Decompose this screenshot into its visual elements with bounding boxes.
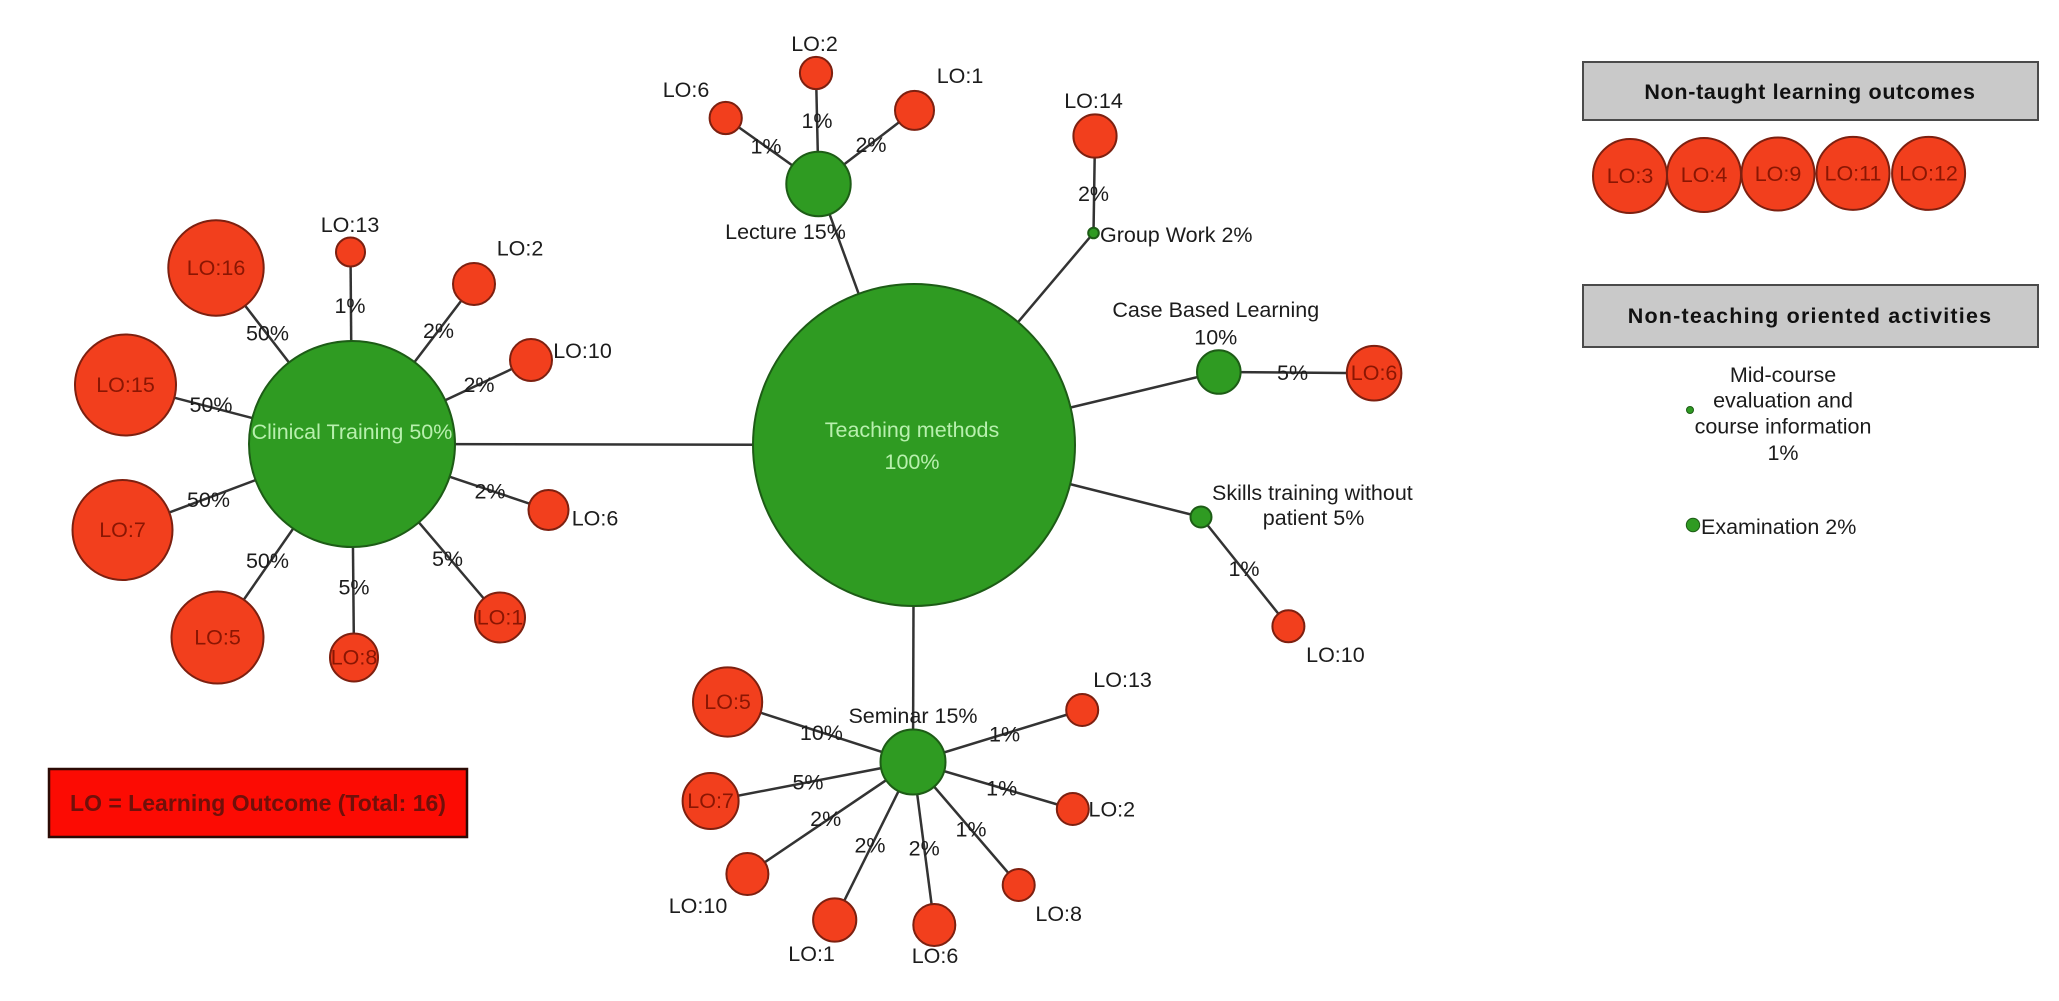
svg-text:LO:2: LO:2 [1088,798,1135,822]
svg-text:LO:6: LO:6 [663,78,710,102]
svg-text:LO:7: LO:7 [687,789,734,813]
svg-text:1%: 1% [986,777,1017,801]
svg-text:LO = Learning Outcome (Total:: LO = Learning Outcome (Total: 16) [70,790,446,816]
svg-text:LO:7: LO:7 [99,518,146,542]
svg-text:LO:5: LO:5 [194,626,241,650]
svg-text:LO:10: LO:10 [1306,643,1365,667]
svg-text:2%: 2% [909,837,940,861]
svg-text:2%: 2% [854,834,885,858]
svg-text:LO:9: LO:9 [1755,162,1802,186]
svg-text:Non-taught learning outcomes: Non-taught learning outcomes [1644,80,1975,104]
svg-text:Clinical Training 50%: Clinical Training 50% [252,420,453,444]
svg-text:1%: 1% [1767,441,1798,465]
svg-text:LO:13: LO:13 [1093,668,1152,692]
svg-text:Seminar 15%: Seminar 15% [848,704,977,728]
svg-text:Lecture 15%: Lecture 15% [725,220,846,244]
svg-text:LO:2: LO:2 [497,237,544,261]
svg-text:2%: 2% [1078,182,1109,206]
svg-text:LO:1: LO:1 [788,942,835,966]
svg-text:2%: 2% [810,807,841,831]
svg-text:2%: 2% [423,319,454,343]
svg-text:50%: 50% [189,393,232,417]
svg-text:Skills training without: Skills training without [1212,481,1413,505]
svg-text:100%: 100% [885,450,940,474]
svg-text:1%: 1% [334,294,365,318]
svg-text:50%: 50% [246,322,289,346]
svg-text:LO:15: LO:15 [96,373,155,397]
svg-text:LO:11: LO:11 [1825,161,1882,185]
svg-text:Examination 2%: Examination 2% [1701,515,1856,539]
svg-text:1%: 1% [1228,557,1259,581]
svg-text:patient 5%: patient 5% [1263,506,1365,530]
svg-text:1%: 1% [750,135,781,159]
svg-text:1%: 1% [955,817,986,841]
svg-text:LO:8: LO:8 [1035,902,1082,926]
svg-text:Case Based Learning: Case Based Learning [1112,298,1319,322]
svg-text:2%: 2% [463,373,494,397]
svg-text:LO:5: LO:5 [704,690,751,714]
svg-text:LO:16: LO:16 [187,256,246,280]
svg-text:5%: 5% [792,771,823,795]
svg-text:10%: 10% [800,721,843,745]
svg-text:LO:1: LO:1 [477,606,524,630]
svg-text:1%: 1% [989,723,1020,747]
svg-text:LO:8: LO:8 [331,646,378,670]
svg-text:5%: 5% [338,576,369,600]
svg-text:Group Work 2%: Group Work 2% [1100,223,1253,247]
svg-text:LO:1: LO:1 [937,64,984,88]
svg-text:1%: 1% [801,109,832,133]
svg-text:LO:2: LO:2 [791,32,838,56]
svg-text:evaluation and: evaluation and [1713,389,1853,413]
svg-text:LO:10: LO:10 [669,894,728,918]
svg-text:50%: 50% [246,549,289,573]
svg-text:course information: course information [1695,415,1872,439]
svg-text:LO:14: LO:14 [1064,89,1123,113]
svg-text:2%: 2% [855,133,886,157]
svg-text:LO:10: LO:10 [553,339,612,363]
svg-text:Non-teaching oriented activiti: Non-teaching oriented activities [1628,304,1993,328]
svg-text:LO:4: LO:4 [1681,163,1728,187]
svg-text:LO:6: LO:6 [572,507,619,531]
svg-text:Teaching methods: Teaching methods [825,418,1000,442]
svg-text:LO:3: LO:3 [1607,164,1654,188]
svg-text:5%: 5% [432,547,463,571]
svg-text:10%: 10% [1194,326,1237,350]
svg-text:LO:12: LO:12 [1899,161,1958,185]
svg-text:5%: 5% [1277,361,1308,385]
svg-text:LO:13: LO:13 [321,213,380,237]
svg-text:Mid-course: Mid-course [1730,363,1836,387]
svg-text:LO:6: LO:6 [912,944,959,968]
svg-text:2%: 2% [474,480,505,504]
svg-text:LO:6: LO:6 [1351,361,1398,385]
svg-text:50%: 50% [187,488,230,512]
